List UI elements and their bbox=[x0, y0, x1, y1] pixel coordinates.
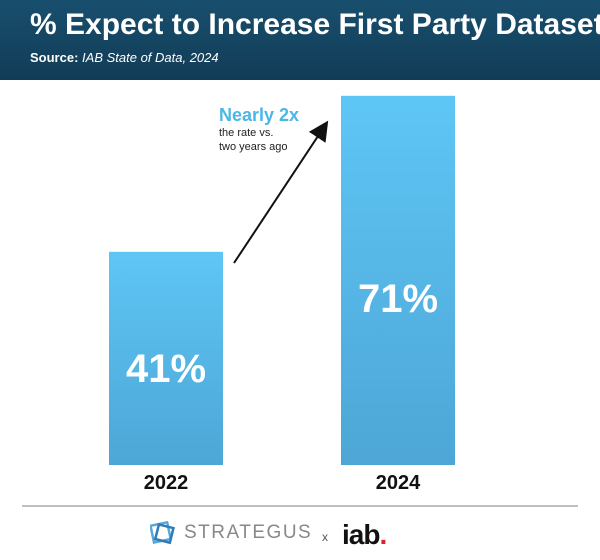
annotation-line-1: the rate vs. bbox=[219, 127, 273, 139]
logo-separator: x bbox=[322, 530, 328, 544]
iab-wordmark: iab bbox=[342, 519, 380, 550]
value-label-2022: 41% bbox=[126, 347, 206, 391]
iab-logo: iab. bbox=[342, 519, 387, 551]
annotation-line-2: two years ago bbox=[219, 141, 287, 153]
category-label-2024: 2024 bbox=[376, 472, 421, 494]
strategus-mark-icon bbox=[150, 520, 175, 545]
source-label: Source: bbox=[30, 50, 79, 65]
annotation-headline: Nearly 2x bbox=[219, 105, 299, 125]
annotation: Nearly 2x the rate vs. two years ago bbox=[219, 105, 329, 264]
iab-dot: . bbox=[379, 519, 387, 550]
strategus-wordmark: STRATEGUS bbox=[184, 522, 313, 543]
footer-logos: STRATEGUS x iab. bbox=[0, 512, 600, 560]
value-label-2024: 71% bbox=[358, 277, 438, 321]
trend-arrow bbox=[233, 120, 329, 264]
bar-2024 bbox=[341, 95, 455, 466]
source-line: Source: IAB State of Data, 2024 bbox=[30, 50, 219, 65]
bar-chart: 41% 2022 71% 2024 Nearly 2x the rate vs. tw… bbox=[109, 95, 455, 494]
source-text: IAB State of Data, 2024 bbox=[82, 50, 219, 65]
header-banner: % Expect to Increase First Party Dataset… bbox=[0, 0, 600, 80]
category-label-2022: 2022 bbox=[144, 472, 189, 494]
footer-divider bbox=[22, 505, 578, 507]
bar-2022 bbox=[109, 251, 223, 465]
chart-title: % Expect to Increase First Party Dataset… bbox=[30, 8, 600, 41]
strategus-logo: STRATEGUS bbox=[150, 520, 312, 546]
